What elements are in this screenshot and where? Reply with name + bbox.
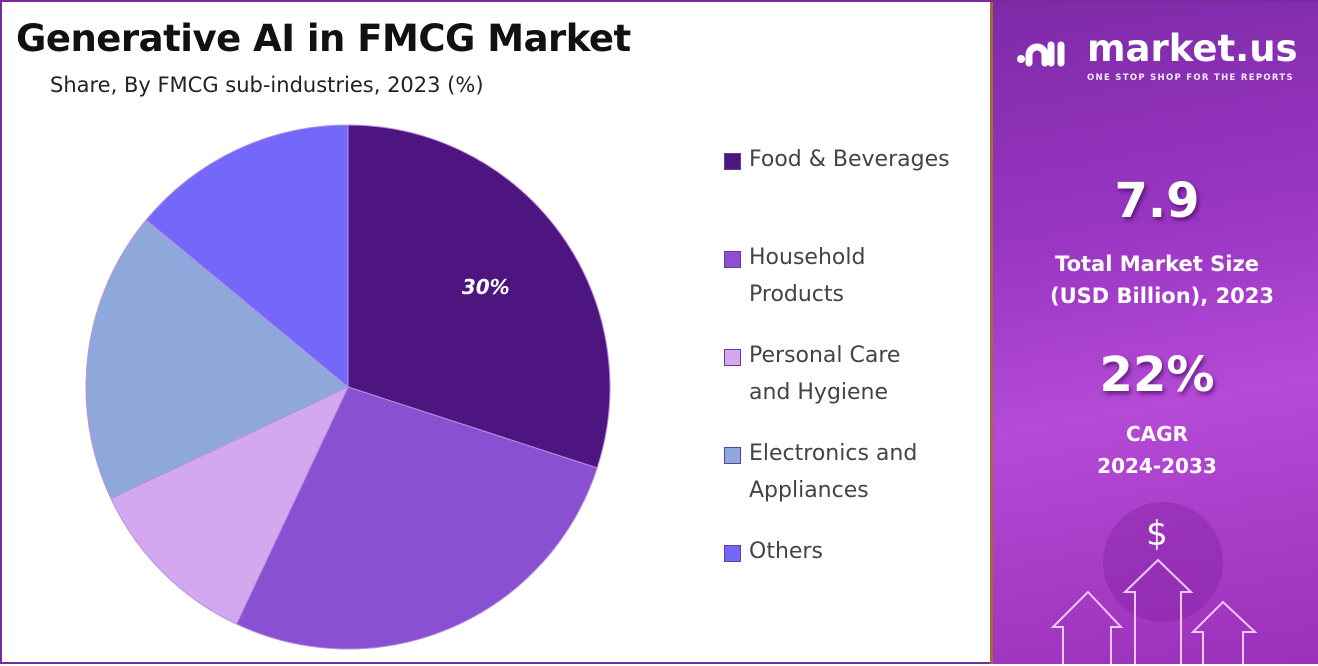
legend-label: Personal Care and Hygiene <box>749 337 900 411</box>
legend-swatch <box>724 251 741 268</box>
logo-mark-icon <box>1017 41 1065 67</box>
growth-arrows-icon <box>1050 558 1258 664</box>
pie-slice-electronics-and-appliances <box>85 219 349 500</box>
brand-name: market.us <box>1087 27 1298 70</box>
data-label: 30% <box>462 275 510 299</box>
legend-label-line: Personal Care <box>749 343 901 368</box>
market-us-logo: market.us ONE STOP SHOP FOR THE REPORTS <box>1015 26 1298 84</box>
legend-label: Others <box>749 533 823 570</box>
chart-title: Generative AI in FMCG Market <box>16 17 631 60</box>
cagr-label-2: 2024-2033 <box>1097 454 1217 478</box>
legend-label-line: Electronics and <box>749 441 918 466</box>
legend-swatch <box>724 349 741 366</box>
legend-swatch <box>724 447 741 464</box>
chart-subtitle: Share, By FMCG sub-industries, 2023 (%) <box>50 73 484 97</box>
legend-swatch <box>724 545 741 562</box>
legend-swatch <box>724 153 741 170</box>
market-size-label-1: Total Market Size <box>1055 252 1259 276</box>
legend-item: Household Products <box>724 245 984 313</box>
pie-slice-personal-care-and-hygiene <box>110 385 350 625</box>
dollar-icon: $ <box>1146 514 1168 554</box>
legend-item: Others <box>724 539 984 570</box>
legend-label-line: and Hygiene <box>749 380 889 405</box>
legend-label-line: Others <box>749 539 823 564</box>
stats-panel: market.us ONE STOP SHOP FOR THE REPORTS … <box>990 2 1318 664</box>
legend-label: Electronics and Appliances <box>749 435 917 509</box>
legend-label-line: Household <box>749 245 866 270</box>
legend-label-line: Food & Beverages <box>749 147 950 172</box>
legend-label: Household Products <box>749 239 865 313</box>
legend-item: Personal Care and Hygiene <box>724 343 984 411</box>
pie-slice-food-beverages <box>347 124 611 469</box>
pie-chart: 30% <box>85 124 611 650</box>
background-decoration <box>1050 502 1258 664</box>
legend-item: Food & Beverages <box>724 147 984 178</box>
legend-label-line: Products <box>749 282 844 307</box>
pie-slice-household-products <box>235 386 598 650</box>
brand-tagline: ONE STOP SHOP FOR THE REPORTS <box>1087 73 1294 83</box>
pie-slice-others <box>145 124 349 389</box>
cagr-value: 22% <box>1099 347 1215 403</box>
cagr-label-1: CAGR <box>1126 422 1188 446</box>
market-size-label-2: (USD Billion), 2023 <box>1049 284 1275 308</box>
legend-label: Food & Beverages <box>749 141 950 178</box>
legend-item: Electronics and Appliances <box>724 441 984 509</box>
legend-label-line: Appliances <box>749 478 869 503</box>
market-size-value: 7.9 <box>1114 173 1200 229</box>
